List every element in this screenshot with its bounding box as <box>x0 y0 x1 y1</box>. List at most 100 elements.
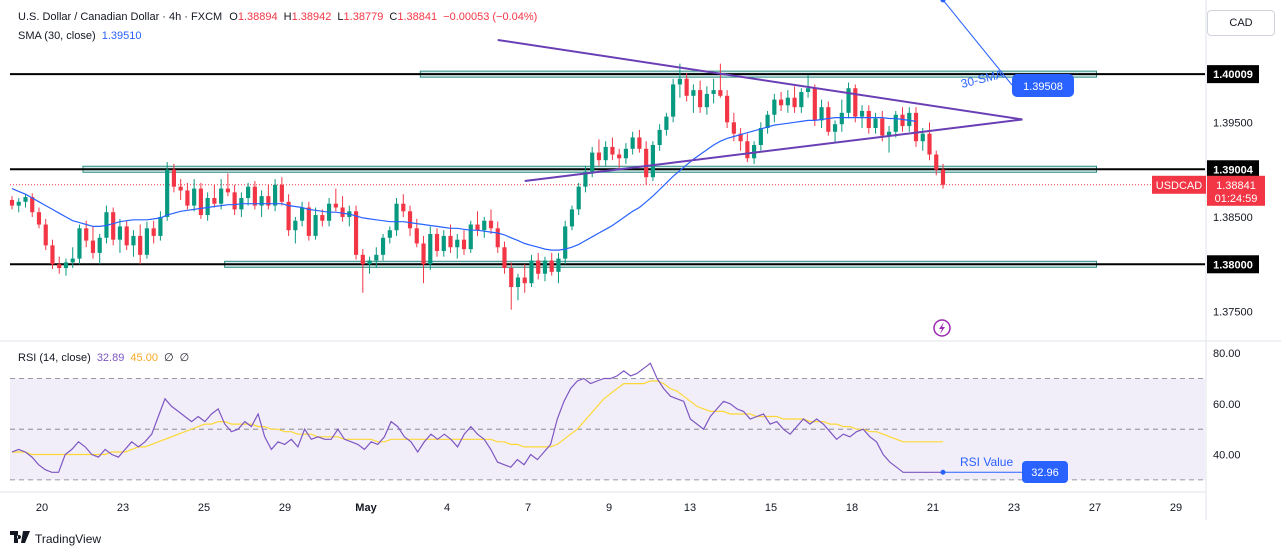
ohlc-close-label: C <box>389 11 398 23</box>
candle-body <box>839 112 844 125</box>
rsi-legend-extra2: ∅ <box>179 352 190 364</box>
price-axis-tick-label: 1.37500 <box>1213 307 1253 319</box>
price-level-badge-label: 1.38000 <box>1213 259 1253 271</box>
symbol-badge-label: USDCAD <box>1156 180 1203 192</box>
time-axis-tick-label: 18 <box>846 502 858 514</box>
time-axis-tick-label: 4 <box>444 502 450 514</box>
candle-body <box>623 148 629 159</box>
candle-body <box>192 188 197 206</box>
symbol-header: U.S. Dollar / Canadian Dollar · 4h · FXC… <box>18 11 537 23</box>
candle-body <box>468 224 473 250</box>
candle-body <box>644 148 649 178</box>
sma-legend-value: 1.39510 <box>101 30 142 42</box>
price-level-badge-label: 1.39004 <box>1213 164 1254 176</box>
candle-body <box>475 224 480 231</box>
candle-body <box>650 145 655 178</box>
candle-body <box>610 146 615 155</box>
candle-body <box>711 90 716 94</box>
sma-annotation-text: 30-SMA <box>959 67 1004 91</box>
candle-body <box>306 207 311 236</box>
ohlc-high-value: 1.38942 <box>291 11 332 23</box>
candle-body <box>664 116 669 130</box>
time-axis-tick-label: 21 <box>927 502 939 514</box>
candle-body <box>259 196 264 206</box>
time-axis-tick-label: May <box>355 502 377 514</box>
candle-body <box>482 220 487 231</box>
tradingview-wordmark: TradingView <box>35 531 102 546</box>
time-axis-tick-label: 25 <box>198 502 210 514</box>
triangle-trendline <box>497 38 1023 121</box>
candle-body <box>900 114 905 127</box>
price-axis-tick-label: 1.39500 <box>1213 117 1253 129</box>
candle-body <box>886 131 892 136</box>
candle-body <box>273 184 278 206</box>
candle-body <box>178 186 183 191</box>
candle-body <box>596 152 602 161</box>
candle-body <box>131 235 136 246</box>
rsi-ma-line <box>12 380 943 456</box>
candle-body <box>832 124 838 132</box>
candle-body <box>677 78 682 85</box>
candle-body <box>515 277 521 287</box>
ohlc-change: −0.00053 (−0.04%) <box>443 11 538 23</box>
sma-legend[interactable]: SMA (30, close) 1.39510 <box>18 30 141 42</box>
candle-body <box>387 230 392 238</box>
candle-body <box>380 237 386 255</box>
sma-annotation-badge-value: 1.39508 <box>1023 81 1063 93</box>
ohlc-low-label: L <box>337 11 344 23</box>
sma-legend-label: SMA (30, close) <box>18 30 96 42</box>
candle-body <box>549 260 554 272</box>
symbol-badge <box>1152 175 1206 194</box>
candle-body <box>725 95 730 123</box>
rsi-legend-extra1: ∅ <box>164 352 174 364</box>
sma-annotation-badge <box>1012 74 1074 97</box>
rsi-annotation-text: RSI Value <box>960 455 1013 469</box>
candle-body <box>799 92 804 108</box>
candle-body <box>913 112 919 142</box>
candle-body <box>542 260 548 274</box>
candle-body <box>205 198 210 216</box>
rsi-axis-tick-label: 40.00 <box>1213 450 1241 462</box>
candle-body <box>320 215 325 221</box>
candle-body <box>907 112 912 127</box>
bar-countdown: 01:24:59 <box>1215 193 1258 205</box>
rsi-legend[interactable]: RSI (14, close) 32.89 45.00 ∅ ∅ <box>18 351 189 364</box>
candle-body <box>124 226 129 246</box>
time-axis-tick-label: 27 <box>1089 502 1101 514</box>
time-axis-tick-label: 7 <box>525 502 531 514</box>
candle-body <box>893 114 898 132</box>
sma-annotation-leader <box>942 0 1013 86</box>
time-axis-tick-label: 29 <box>279 502 291 514</box>
candle-body <box>84 228 89 241</box>
time-axis-tick-label: 23 <box>1008 502 1020 514</box>
candle-body <box>212 198 217 204</box>
candle-body <box>603 146 608 161</box>
candle-body <box>880 118 885 136</box>
candle-body <box>826 107 831 132</box>
candle-body <box>266 196 271 206</box>
candle-body <box>502 247 507 269</box>
candle-body <box>698 90 703 108</box>
candle-body <box>772 99 777 115</box>
candle-body <box>488 220 494 229</box>
tradingview-logo[interactable]: TradingView <box>10 531 101 546</box>
currency-button[interactable]: CAD <box>1207 10 1275 36</box>
candle-body <box>232 192 237 210</box>
last-price-value: 1.38841 <box>1216 180 1256 192</box>
candle-body <box>455 239 460 248</box>
time-axis-tick-label: 15 <box>765 502 777 514</box>
candle-body <box>151 228 156 236</box>
candle-body <box>286 201 291 231</box>
price-level-badge-label: 1.40009 <box>1213 69 1253 81</box>
time-axis-tick-label: 29 <box>1170 502 1182 514</box>
candle-body <box>9 199 15 206</box>
candle-body <box>940 169 946 185</box>
candle-body <box>16 201 21 206</box>
candle-body <box>448 235 453 248</box>
candle-body <box>576 186 581 210</box>
candle-body <box>805 88 811 93</box>
candle-body <box>461 239 467 250</box>
price-level-badge <box>1207 65 1259 84</box>
candle-body <box>414 228 419 244</box>
